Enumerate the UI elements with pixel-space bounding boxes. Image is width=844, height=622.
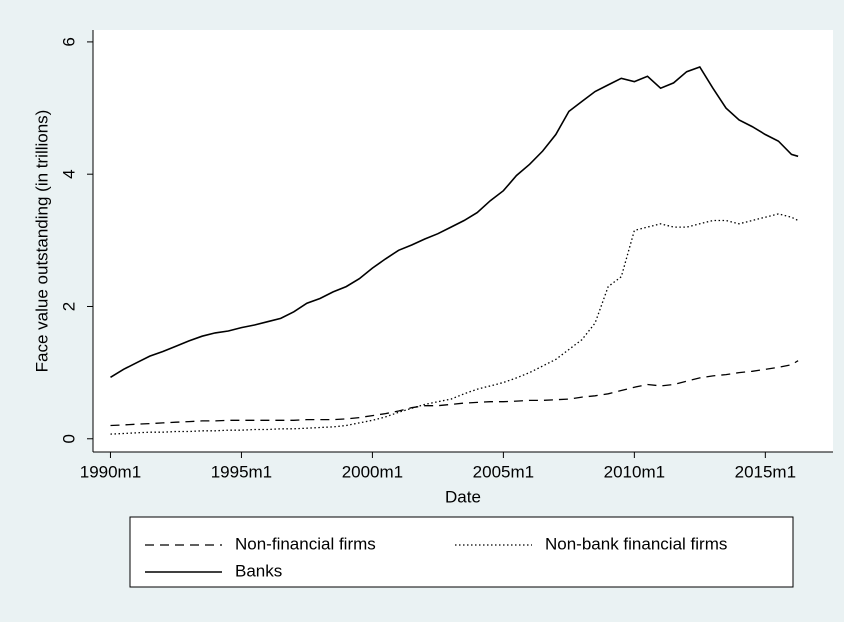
series-line <box>110 66 799 378</box>
legend-label: Non-financial firms <box>235 534 376 553</box>
y-tick-label: 2 <box>59 302 78 311</box>
x-axis-label: Date <box>445 487 481 506</box>
x-tick-label: 2000m1 <box>342 462 403 481</box>
plot-area <box>93 30 833 452</box>
x-tick-label: 1990m1 <box>80 462 141 481</box>
x-tick-label: 1995m1 <box>211 462 272 481</box>
series-line <box>110 360 799 427</box>
x-tick-label: 2005m1 <box>473 462 534 481</box>
y-tick-label: 6 <box>59 37 78 46</box>
x-tick-label: 2015m1 <box>735 462 796 481</box>
x-tick-label: 2010m1 <box>604 462 665 481</box>
legend-label: Non-bank financial firms <box>545 534 727 553</box>
legend-label: Banks <box>235 561 282 580</box>
y-tick-label: 0 <box>59 434 78 443</box>
y-tick-label: 4 <box>59 169 78 178</box>
legend <box>129 516 794 588</box>
y-axis-label: Face value outstanding (in trillions) <box>32 110 51 373</box>
